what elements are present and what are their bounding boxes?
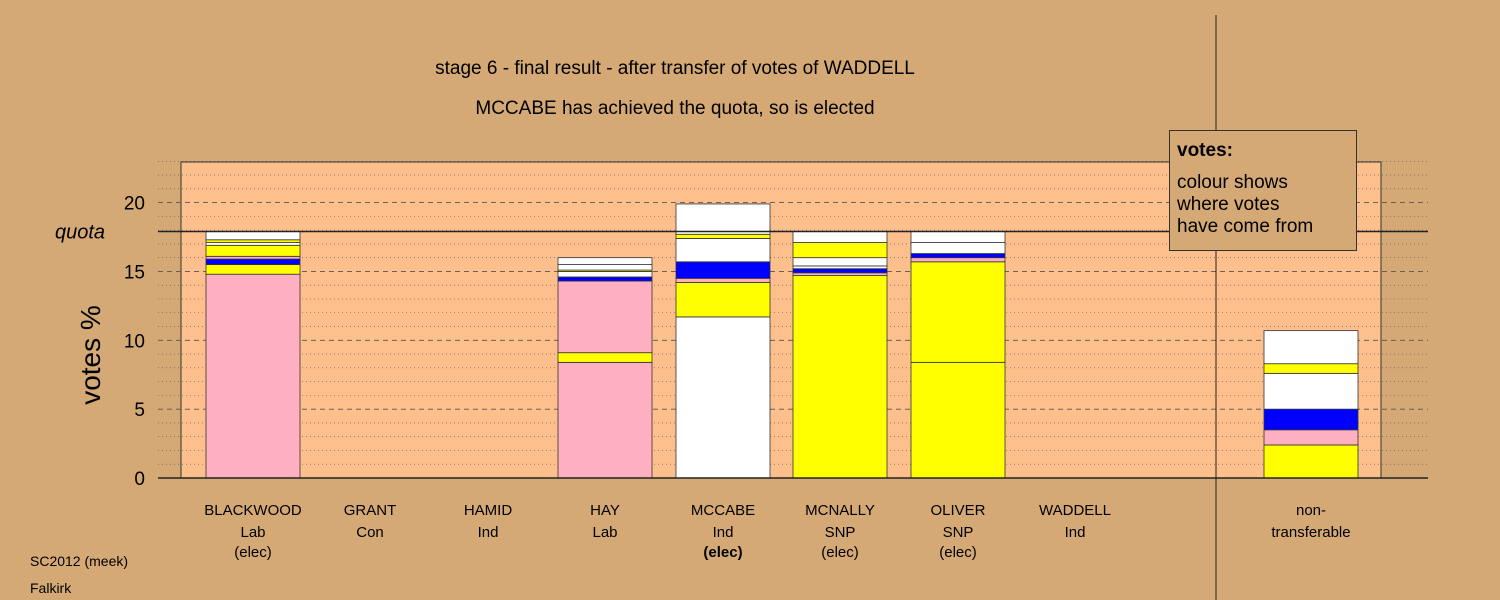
category-party-label: Con	[356, 524, 384, 541]
bar-segment	[910, 253, 1006, 259]
category-party-label: transferable	[1271, 524, 1350, 541]
bar-segment	[205, 242, 301, 246]
bar-segment	[557, 280, 653, 354]
chart-subtitle: MCCABE has achieved the quota, so is ele…	[475, 98, 874, 119]
category-party-label: SNP	[943, 524, 974, 541]
category-name-label: WADDELL	[1039, 502, 1111, 519]
bar-segment	[205, 264, 301, 275]
bar-segment	[792, 242, 888, 259]
bar-segment	[205, 258, 301, 265]
bar-segment	[792, 272, 888, 276]
legend-line: have come from	[1177, 216, 1314, 237]
bar-segment	[205, 255, 301, 260]
bar-segment	[557, 271, 653, 278]
category-labels: BLACKWOOD Lab (elec) GRANT Con HAMID Ind HAY Lab…	[204, 502, 1350, 561]
bar-segment	[792, 257, 888, 267]
category-name-label: BLACKWOOD	[204, 502, 302, 519]
category-party-label: Ind	[478, 524, 499, 541]
category-status-label: (elec)	[703, 544, 742, 561]
bar-segment	[910, 231, 1006, 243]
bar-segment	[1263, 429, 1359, 446]
bar-segment	[792, 275, 888, 479]
category-party-label: Ind	[713, 524, 734, 541]
bar-segment	[205, 273, 301, 479]
legend-line: where votes	[1177, 194, 1280, 215]
bar-segment	[675, 238, 771, 263]
chart-title: stage 6 - final result - after transfer …	[435, 58, 915, 79]
y-tick-label: 20	[124, 194, 145, 215]
category-status-label: (elec)	[234, 544, 272, 561]
y-tick-label: 10	[124, 331, 145, 352]
quota-label: quota	[55, 222, 105, 244]
category-status-label: (elec)	[821, 544, 859, 561]
bar-segment	[1263, 330, 1359, 365]
bar-segment	[675, 261, 771, 279]
bar-segment	[557, 352, 653, 363]
footer-location: Falkirk	[30, 580, 72, 596]
bars	[205, 203, 1359, 479]
y-tick-label: 5	[134, 400, 145, 421]
legend-title: votes:	[1177, 140, 1233, 161]
legend: votes: colour shows where votes have com…	[1169, 130, 1357, 251]
bar-segment	[792, 265, 888, 270]
category-name-label: HAY	[590, 502, 620, 519]
bar-segment	[205, 244, 301, 257]
bar-segment	[910, 261, 1006, 363]
bar-segment	[557, 361, 653, 479]
bar-segment	[675, 233, 771, 239]
bar-segment	[1263, 444, 1359, 479]
bar-segment	[910, 361, 1006, 479]
category-name-label: MCNALLY	[805, 502, 875, 519]
bar-segment	[792, 268, 888, 274]
bar-segment	[557, 264, 653, 271]
category-name-label: GRANT	[344, 502, 397, 519]
bar-segment	[1263, 363, 1359, 374]
category-name-label: OLIVER	[930, 502, 985, 519]
bar-segment	[675, 277, 771, 283]
category-status-label: (elec)	[939, 544, 977, 561]
bar-segment	[1263, 408, 1359, 431]
bar-segment	[557, 257, 653, 265]
bar-segment	[557, 276, 653, 282]
y-tick-label: 15	[124, 262, 145, 283]
bar-segment	[205, 231, 301, 241]
bar-segment	[1263, 372, 1359, 410]
bar-segment	[910, 242, 1006, 254]
y-tick-label: 0	[134, 469, 145, 490]
category-party-label: Ind	[1065, 524, 1086, 541]
category-name-label: MCCABE	[691, 502, 755, 519]
bar-segment	[675, 316, 771, 479]
category-name-label: non-	[1296, 502, 1326, 519]
category-party-label: SNP	[825, 524, 856, 541]
legend-line: colour shows	[1177, 172, 1288, 193]
footer-source: SC2012 (meek)	[30, 553, 129, 569]
bar-segment	[910, 257, 1006, 263]
bar-segment	[675, 203, 771, 235]
category-name-label: HAMID	[464, 502, 513, 519]
bar-segment	[792, 231, 888, 243]
category-party-label: Lab	[240, 524, 265, 541]
category-party-label: Lab	[592, 524, 617, 541]
bar-segment	[675, 282, 771, 318]
bar-segment	[205, 239, 301, 243]
y-axis-label: votes %	[75, 305, 106, 405]
